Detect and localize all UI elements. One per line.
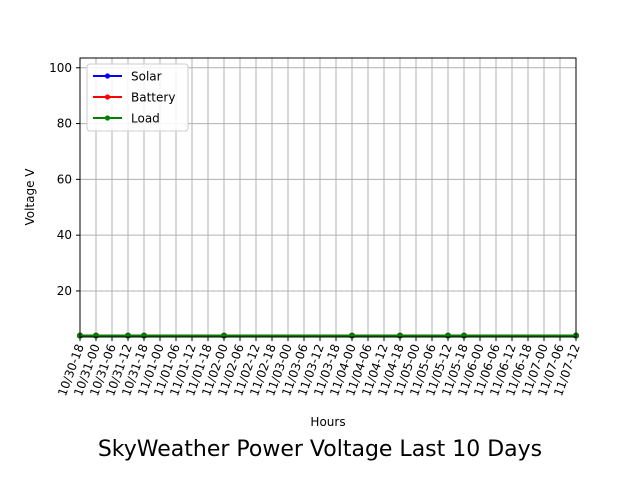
legend: Solar Battery Load	[86, 63, 189, 132]
legend-label: Solar	[131, 70, 162, 84]
x-axis-label: Hours	[310, 415, 345, 429]
x-axis-ticks: 10/30-1810/31-0010/31-0610/31-1210/31-18…	[55, 337, 583, 398]
legend-swatch-marker	[104, 115, 111, 121]
y-tick-label: 20	[57, 284, 72, 298]
series-layer	[77, 332, 579, 339]
legend-swatch-marker	[104, 94, 111, 100]
legend-swatch-marker	[104, 73, 111, 79]
chart-title: SkyWeather Power Voltage Last 10 Days	[98, 437, 542, 462]
y-tick-label: 80	[57, 117, 72, 131]
legend-box	[86, 63, 189, 132]
y-axis-ticks: 20 40 60 80 100	[49, 61, 80, 298]
y-axis-label: Voltage V	[23, 168, 37, 226]
plot-frame	[79, 57, 577, 338]
y-tick-label: 100	[49, 61, 72, 75]
legend-label: Load	[131, 112, 160, 126]
legend-label: Battery	[131, 91, 175, 105]
y-tick-label: 60	[57, 172, 72, 186]
y-tick-label: 40	[57, 228, 72, 242]
